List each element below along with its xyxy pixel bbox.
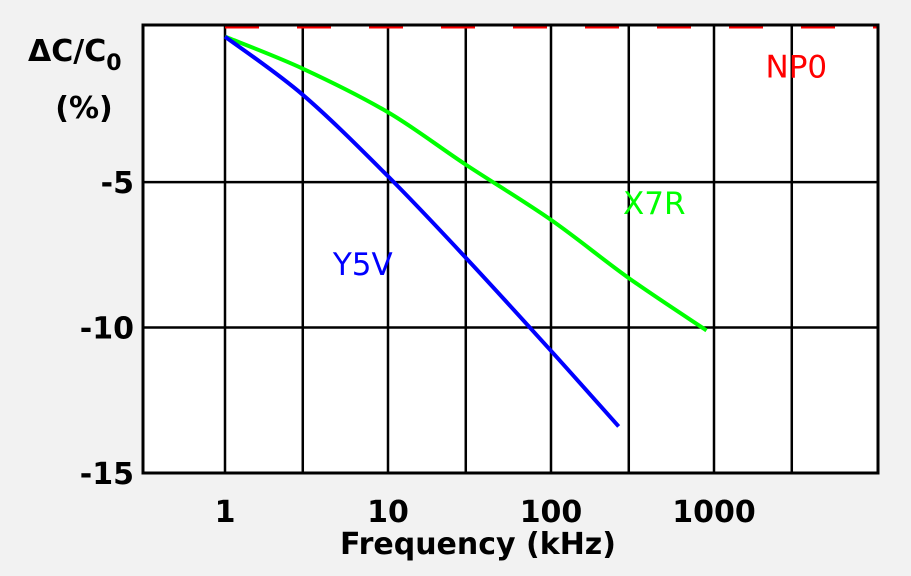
- series-label-y5v: Y5V: [332, 247, 393, 283]
- series-labels: NP0 X7R Y5V: [332, 49, 827, 283]
- series-label-x7r: X7R: [623, 186, 686, 222]
- y-tick-label: -5: [101, 166, 134, 201]
- grid-lines: [143, 25, 878, 473]
- y-axis-title-subscript: 0: [106, 51, 121, 76]
- y-tick-label: -15: [80, 457, 134, 492]
- y-axis-unit: (%): [55, 91, 112, 126]
- y-axis-title-main: ΔC/C: [28, 34, 106, 69]
- x-tick-label: 10: [367, 495, 409, 530]
- x-axis-title: Frequency (kHz): [340, 527, 616, 562]
- x-tick-label: 100: [520, 495, 583, 530]
- series-line-x7r: [224, 34, 708, 333]
- x-tick-label: 1000: [672, 495, 756, 530]
- x-tick-label: 1: [215, 495, 236, 530]
- y-tick-label: -10: [80, 312, 134, 347]
- series-line-y5v: [223, 35, 621, 428]
- y-axis-title: ΔC/C0: [28, 34, 122, 76]
- plot-area: [143, 25, 878, 473]
- series-lines: [223, 23, 878, 428]
- series-label-np0: NP0: [766, 49, 828, 85]
- plot-frame: [141, 23, 880, 475]
- tick-labels: 1 10 100 1000 -5 -10 -15: [80, 166, 756, 530]
